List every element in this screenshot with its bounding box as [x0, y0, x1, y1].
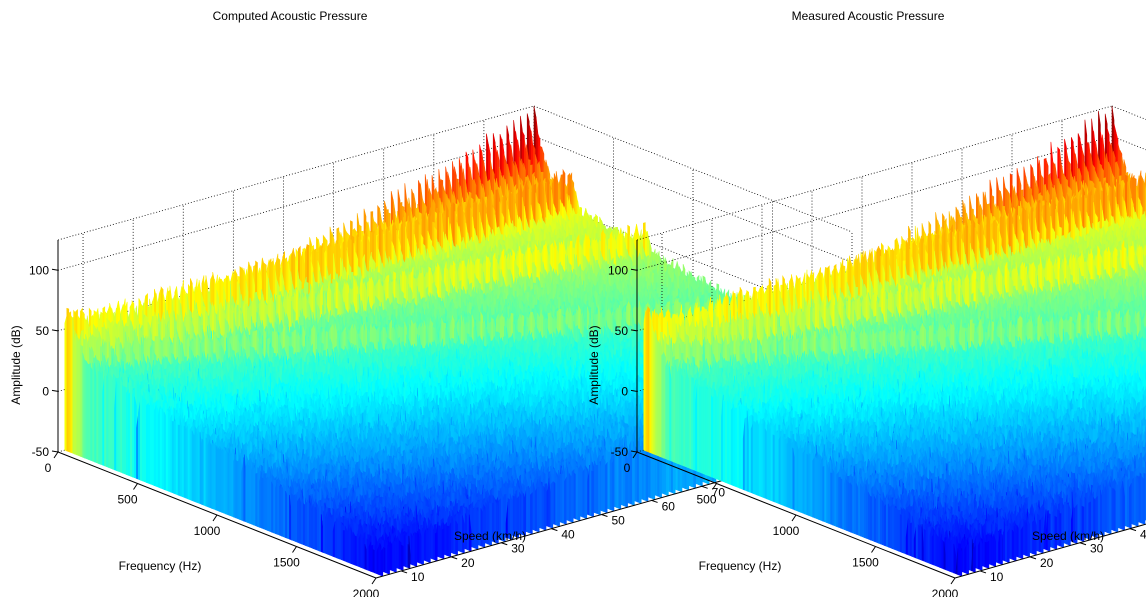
- box-top-edge: [533, 105, 853, 233]
- grid-line: [533, 135, 853, 263]
